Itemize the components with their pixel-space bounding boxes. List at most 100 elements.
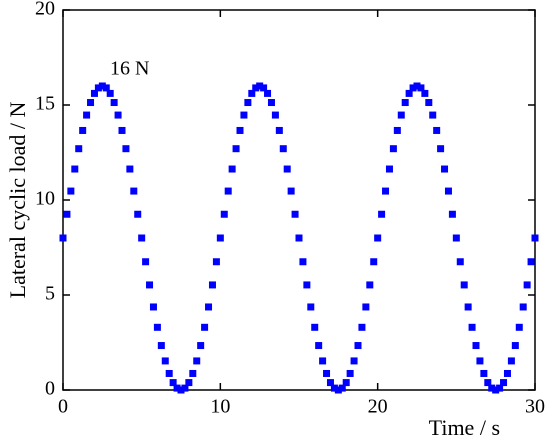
marker [405, 89, 413, 97]
marker [503, 369, 511, 377]
marker [220, 210, 228, 218]
marker [366, 281, 374, 289]
marker [240, 111, 248, 119]
marker [346, 369, 354, 377]
marker [106, 89, 114, 97]
marker [177, 386, 185, 394]
marker [472, 342, 480, 350]
y-tick-label: 10 [35, 188, 55, 210]
marker [267, 99, 275, 107]
marker [157, 342, 165, 350]
marker [173, 384, 181, 392]
marker [323, 369, 331, 377]
marker [397, 111, 405, 119]
y-tick-label: 15 [35, 93, 55, 115]
marker [94, 84, 102, 92]
marker [385, 165, 393, 173]
marker [264, 89, 272, 97]
marker [511, 342, 519, 350]
marker [134, 210, 142, 218]
marker [153, 323, 161, 331]
x-axis-label: Time / s [429, 415, 500, 440]
marker [334, 386, 342, 394]
marker [208, 281, 216, 289]
marker [149, 303, 157, 311]
marker [311, 323, 319, 331]
y-tick-label: 20 [35, 0, 55, 20]
marker [468, 323, 476, 331]
marker [441, 165, 449, 173]
marker [122, 145, 130, 153]
x-tick-label: 20 [368, 396, 388, 418]
marker [98, 82, 106, 90]
marker [67, 187, 75, 195]
marker [130, 187, 138, 195]
marker [260, 84, 268, 92]
marker [181, 384, 189, 392]
marker [319, 357, 327, 365]
y-tick-label: 5 [45, 283, 55, 305]
marker [189, 369, 197, 377]
marker [303, 281, 311, 289]
marker [169, 379, 177, 387]
marker [232, 145, 240, 153]
marker [456, 258, 464, 266]
marker [330, 384, 338, 392]
marker [480, 369, 488, 377]
marker [429, 111, 437, 119]
marker [283, 165, 291, 173]
marker [492, 386, 500, 394]
marker [299, 258, 307, 266]
marker [83, 111, 91, 119]
marker [531, 234, 539, 242]
marker [212, 258, 220, 266]
marker [350, 357, 358, 365]
marker [370, 258, 378, 266]
marker [146, 281, 154, 289]
marker [401, 99, 409, 107]
marker [236, 126, 244, 134]
marker [63, 210, 71, 218]
marker [488, 384, 496, 392]
x-tick-label: 30 [525, 396, 545, 418]
marker [256, 82, 264, 90]
marker [448, 210, 456, 218]
marker [433, 126, 441, 134]
marker [354, 342, 362, 350]
marker [224, 187, 232, 195]
marker [295, 234, 303, 242]
marker [228, 165, 236, 173]
marker [378, 210, 386, 218]
marker [287, 187, 295, 195]
marker [205, 303, 213, 311]
marker [464, 303, 472, 311]
marker [338, 384, 346, 392]
marker [279, 145, 287, 153]
marker [515, 323, 523, 331]
x-tick-label: 0 [58, 396, 68, 418]
marker [460, 281, 468, 289]
marker [342, 379, 350, 387]
marker [519, 303, 527, 311]
y-axis-label: Lateral cyclic load / N [5, 102, 30, 299]
marker [244, 99, 252, 107]
marker [437, 145, 445, 153]
marker [110, 99, 118, 107]
marker [252, 84, 260, 92]
marker [409, 84, 417, 92]
marker [142, 258, 150, 266]
marker [71, 165, 79, 173]
marker [444, 187, 452, 195]
marker [102, 84, 110, 92]
marker [425, 99, 433, 107]
marker [118, 126, 126, 134]
marker [248, 89, 256, 97]
marker [413, 82, 421, 90]
marker [138, 234, 146, 242]
marker [59, 234, 67, 242]
marker [362, 303, 370, 311]
marker [393, 126, 401, 134]
marker [79, 126, 87, 134]
marker [382, 187, 390, 195]
